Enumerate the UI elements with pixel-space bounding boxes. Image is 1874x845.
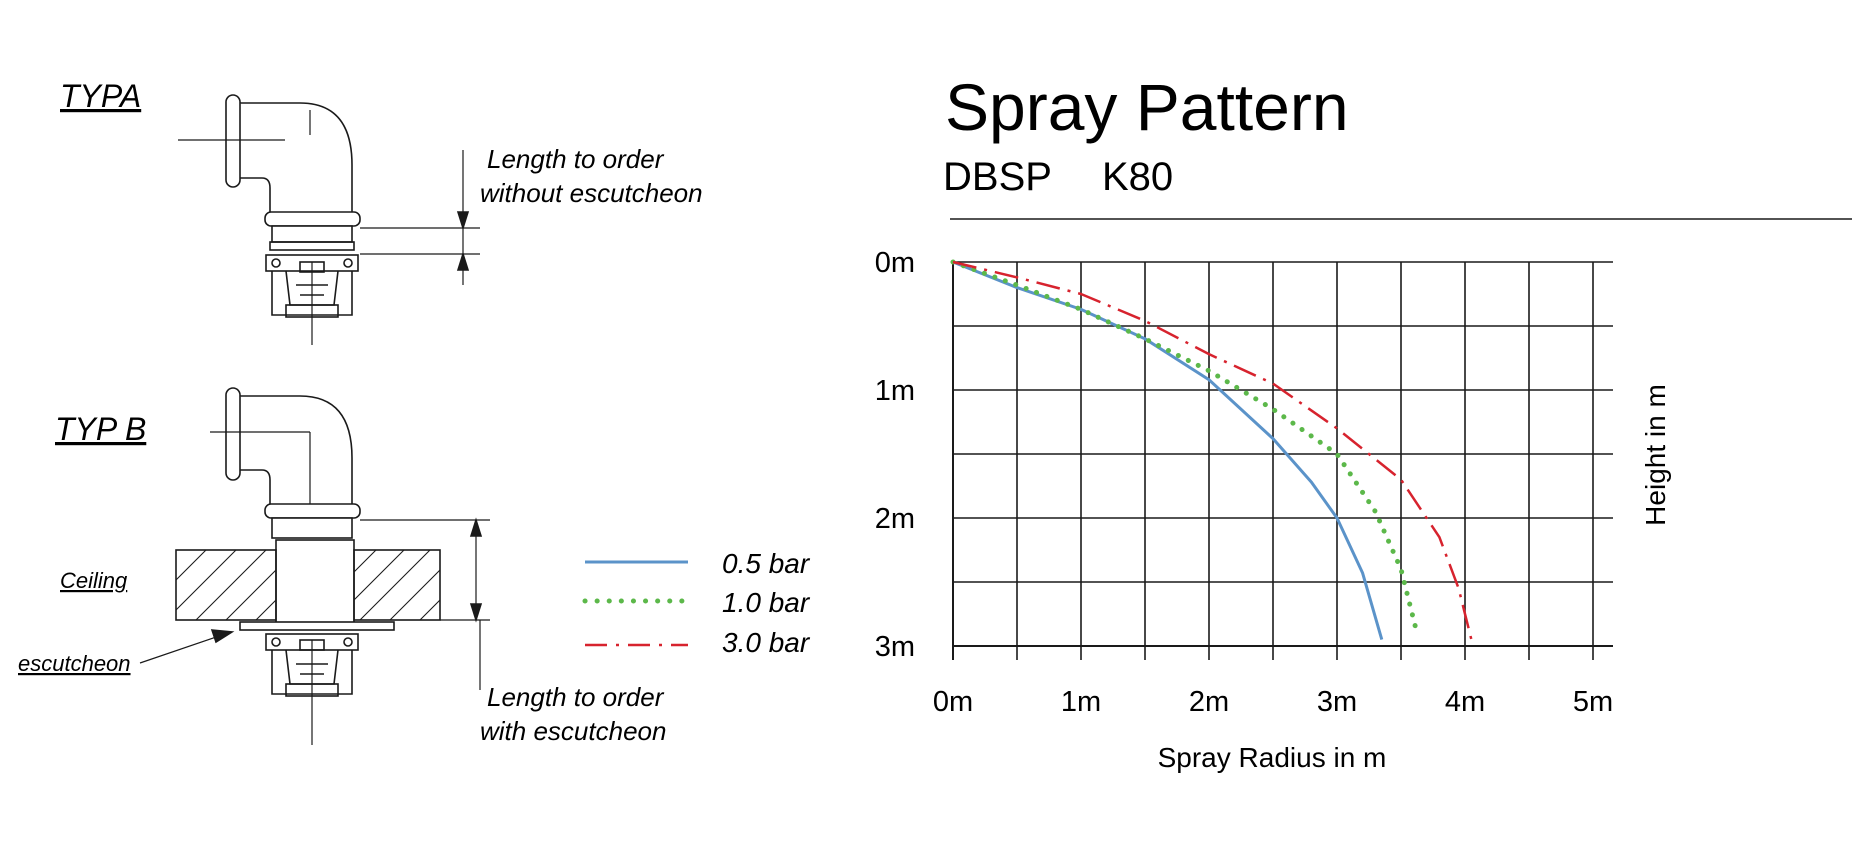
chart-series (950, 259, 1473, 641)
spray-pattern-chart: 0m 1m 2m 3m 4m 5m 0m 1m 2m 3m Spray Radius in m H… (875, 247, 1671, 773)
chart-tick-labels: 0m 1m 2m 3m 4m 5m 0m 1m 2m 3m (875, 247, 1613, 718)
x-tick-label: 3m (1317, 686, 1357, 718)
typ-b-label: TYP B (55, 411, 146, 447)
model-label: DBSP (943, 155, 1052, 199)
y-tick-label: 3m (875, 631, 915, 663)
y-tick-label: 0m (875, 247, 915, 279)
dim-b-label-line2: with escutcheon (480, 716, 666, 746)
sprinkler-type-b-drawing (139, 387, 490, 745)
x-axis-label: Spray Radius in m (1158, 742, 1387, 773)
escutcheon-label: escutcheon (18, 651, 131, 676)
chart-grid (952, 261, 1613, 660)
ceiling-label: Ceiling (60, 568, 128, 593)
typ-a-label: TYPA (60, 78, 141, 114)
dim-b-label-line1: Length to order (487, 682, 665, 712)
sprinkler-type-a-drawing (178, 94, 480, 345)
x-tick-label: 5m (1573, 686, 1613, 718)
dim-a-label-line2: without escutcheon (480, 178, 703, 208)
legend-label-0.5-bar: 0.5 bar (722, 548, 811, 579)
x-tick-label: 0m (933, 686, 973, 718)
y-tick-label: 1m (875, 375, 915, 407)
x-tick-label: 4m (1445, 686, 1485, 718)
series-line-1.0-bar (950, 259, 1421, 639)
dim-a-label-line1: Length to order (487, 144, 665, 174)
legend-label-1.0-bar: 1.0 bar (722, 587, 811, 618)
series-line-3.0-bar (952, 260, 1473, 640)
y-axis-label: Height in m (1640, 384, 1671, 526)
x-tick-label: 2m (1189, 686, 1229, 718)
y-tick-label: 2m (875, 503, 915, 535)
k-factor-label: K80 (1102, 155, 1173, 199)
page-title: Spray Pattern (945, 70, 1349, 144)
series-line-0.5-bar (952, 260, 1384, 641)
legend-label-3.0-bar: 3.0 bar (722, 627, 811, 658)
x-tick-label: 1m (1061, 686, 1101, 718)
legend: 0.5 bar 1.0 bar 3.0 bar (582, 548, 811, 658)
